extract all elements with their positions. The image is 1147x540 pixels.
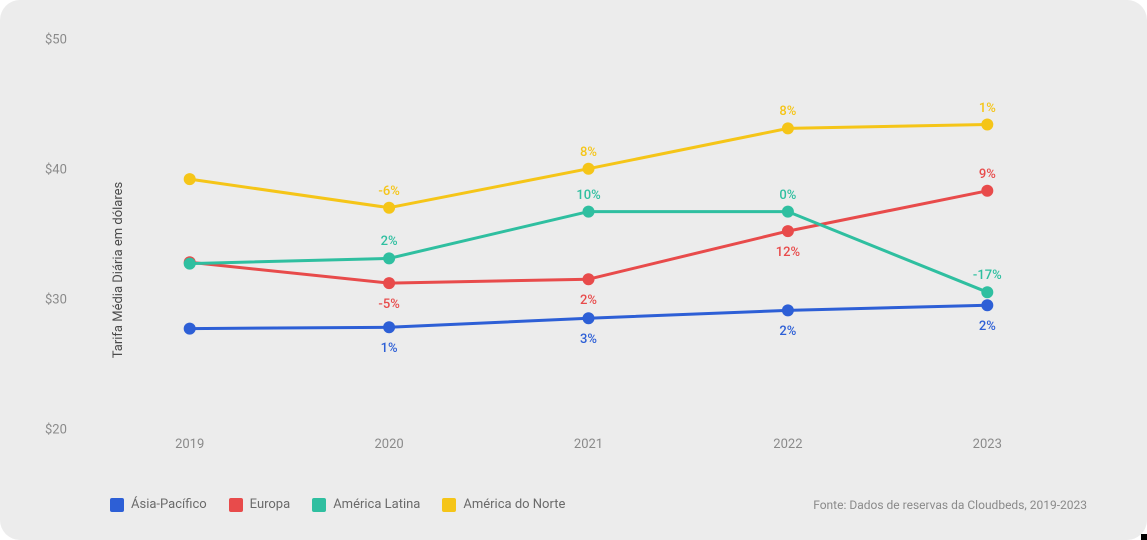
series-line [190, 191, 988, 283]
series-marker [383, 202, 395, 214]
series-data-label: 12% [776, 245, 800, 260]
series-data-label: 10% [576, 188, 600, 203]
x-tick: 2021 [574, 437, 603, 452]
legend-label: América do Norte [463, 497, 565, 512]
series-marker [981, 286, 993, 298]
x-tick: 2023 [973, 437, 1002, 452]
legend-label: América Latina [333, 497, 420, 512]
legend-swatch [229, 498, 243, 512]
series-marker [583, 206, 595, 218]
series-data-label: -17% [973, 268, 1002, 283]
series-data-label: 1% [979, 101, 996, 116]
legend-swatch [442, 498, 456, 512]
legend-item: Europa [229, 497, 291, 512]
series-data-label: 8% [779, 104, 796, 119]
legend-label: Ásia-Pacífico [131, 497, 207, 512]
series-marker [583, 312, 595, 324]
x-tick: 2020 [374, 437, 403, 452]
series-data-label: 0% [779, 188, 796, 203]
series-data-label: 2% [580, 293, 597, 308]
legend-item: Ásia-Pacífico [110, 497, 207, 512]
corner-dot [1141, 534, 1147, 540]
series-marker [184, 258, 196, 270]
plot-area: $20 $30 $40 $50 2019 2020 2021 2022 2023… [90, 40, 1087, 430]
legend-swatch [110, 498, 124, 512]
series-marker [782, 225, 794, 237]
x-tick: 2019 [175, 437, 204, 452]
y-tick: $40 [45, 163, 67, 178]
legend-label: Europa [250, 497, 291, 512]
series-marker [383, 277, 395, 289]
y-tick: $20 [45, 423, 67, 438]
series-marker [184, 323, 196, 335]
series-marker [981, 185, 993, 197]
series-marker [782, 122, 794, 134]
legend-item: América Latina [312, 497, 420, 512]
series-data-label: 2% [381, 234, 398, 249]
series-marker [981, 119, 993, 131]
series-data-label: 2% [779, 324, 796, 339]
chart-card: Tarifa Média Diária em dólares $20 $30 $… [0, 0, 1147, 540]
series-marker [782, 304, 794, 316]
series-data-label: 8% [580, 145, 597, 160]
series-marker [383, 252, 395, 264]
series-data-label: -5% [378, 297, 399, 312]
series-marker [383, 321, 395, 333]
series-data-label: 2% [979, 319, 996, 334]
x-tick: 2022 [773, 437, 802, 452]
series-marker [583, 273, 595, 285]
y-tick: $30 [45, 293, 67, 308]
legend-row: Ásia-Pacífico Europa América Latina Amér… [110, 497, 1087, 512]
chart-svg [90, 40, 1087, 430]
y-tick: $50 [45, 33, 67, 48]
series-marker [583, 163, 595, 175]
source-text: Fonte: Dados de reservas da Cloudbeds, 2… [813, 498, 1087, 512]
series-data-label: 1% [381, 341, 398, 356]
series-marker [782, 206, 794, 218]
legend-swatch [312, 498, 326, 512]
legend-item: América do Norte [442, 497, 565, 512]
series-marker [184, 173, 196, 185]
series-data-label: 3% [580, 332, 597, 347]
series-data-label: 9% [979, 167, 996, 182]
series-marker [981, 299, 993, 311]
series-data-label: -6% [378, 184, 399, 199]
